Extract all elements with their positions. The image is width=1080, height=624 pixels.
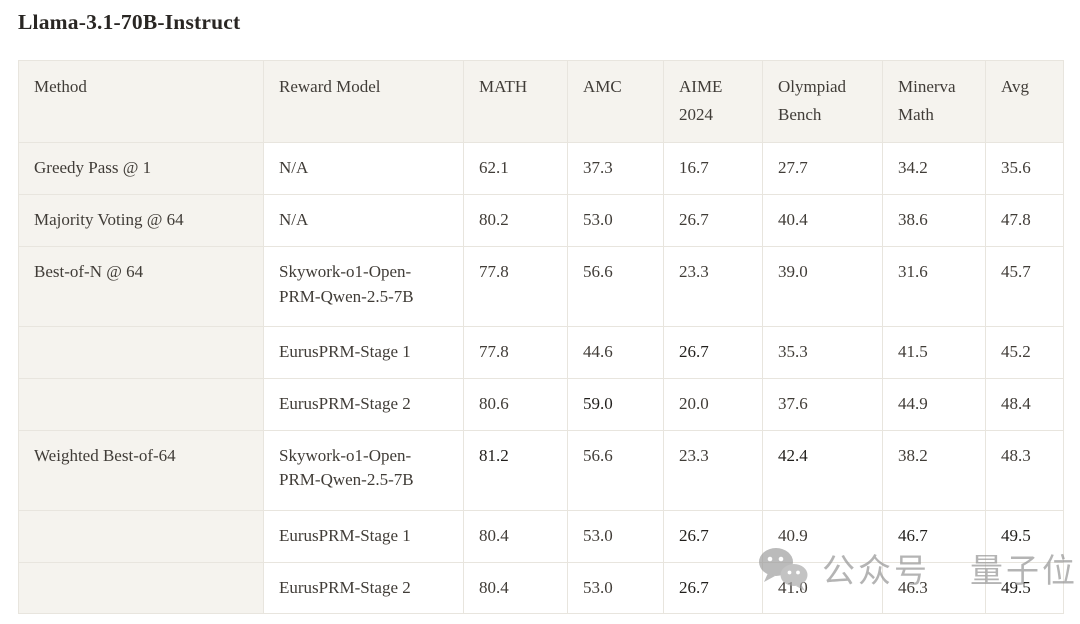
value-cell: 27.7	[762, 142, 883, 196]
value-cell: 53.0	[567, 509, 664, 563]
table-row: EurusPRM-Stage 2 80.4 53.0 26.7 41.0 46.3 49.5	[18, 561, 1064, 615]
value-cell: 41.0	[762, 561, 883, 615]
value-cell: 80.4	[463, 509, 568, 563]
column-header: Reward Model	[263, 59, 464, 144]
value-cell: 38.6	[882, 194, 986, 248]
value-cell: 40.4	[762, 194, 883, 248]
value-cell: 44.6	[567, 326, 664, 380]
header-row: Method Reward Model MATH AMC AIME 2024 Olympi…	[18, 59, 1064, 144]
value-cell: 80.6	[463, 378, 568, 431]
column-header: AIME 2024	[663, 59, 763, 144]
method-cell	[18, 509, 264, 563]
value-cell: 77.8	[463, 246, 568, 328]
value-cell: 48.3	[985, 429, 1064, 511]
method-cell	[18, 326, 264, 380]
value-cell: 37.3	[567, 142, 664, 196]
method-cell: Weighted Best-of-64	[18, 429, 264, 511]
table-row: EurusPRM-Stage 1 80.4 53.0 26.7 40.9 46.7 49.5	[18, 509, 1064, 563]
column-header: MATH	[463, 59, 568, 144]
reward-model-cell: EurusPRM-Stage 2	[263, 378, 464, 431]
reward-model-cell: N/A	[263, 194, 464, 248]
value-cell: 77.8	[463, 326, 568, 380]
method-cell	[18, 378, 264, 431]
column-header: Avg	[985, 59, 1064, 144]
value-cell: 23.3	[663, 429, 763, 511]
value-cell: 80.4	[463, 561, 568, 615]
value-cell: 39.0	[762, 246, 883, 328]
value-cell: 49.5	[985, 561, 1064, 615]
method-cell: Greedy Pass @ 1	[18, 142, 264, 196]
value-cell: 81.2	[463, 429, 568, 511]
value-cell: 20.0	[663, 378, 763, 431]
column-header: AMC	[567, 59, 664, 144]
method-cell: Majority Voting @ 64	[18, 194, 264, 248]
value-cell: 26.7	[663, 194, 763, 248]
page-title: Llama-3.1-70B-Instruct	[18, 10, 241, 34]
table-row: Best-of-N @ 64 Skywork-o1-Open-PRM-Qwen-2…	[18, 246, 1064, 328]
results-table: Method Reward Model MATH AMC AIME 2024 Olympi…	[18, 59, 1064, 615]
reward-model-cell: N/A	[263, 142, 464, 196]
value-cell: 49.5	[985, 509, 1064, 563]
reward-model-cell: Skywork-o1-Open-PRM-Qwen-2.5-7B	[263, 429, 464, 511]
value-cell: 42.4	[762, 429, 883, 511]
table-row: EurusPRM-Stage 2 80.6 59.0 20.0 37.6 44.9 48.4	[18, 378, 1064, 431]
value-cell: 46.3	[882, 561, 986, 615]
value-cell: 41.5	[882, 326, 986, 380]
value-cell: 23.3	[663, 246, 763, 328]
value-cell: 80.2	[463, 194, 568, 248]
value-cell: 26.7	[663, 326, 763, 380]
table-body: Greedy Pass @ 1 N/A 62.1 37.3 16.7 27.7 34.2 35…	[18, 142, 1064, 615]
value-cell: 26.7	[663, 509, 763, 563]
table-row: Weighted Best-of-64 Skywork-o1-Open-PRM-Q…	[18, 429, 1064, 511]
column-header: Minerva Math	[882, 59, 986, 144]
value-cell: 16.7	[663, 142, 763, 196]
reward-model-cell: EurusPRM-Stage 1	[263, 509, 464, 563]
reward-model-cell: Skywork-o1-Open-PRM-Qwen-2.5-7B	[263, 246, 464, 328]
table-row: EurusPRM-Stage 1 77.8 44.6 26.7 35.3 41.5 45.2	[18, 326, 1064, 380]
value-cell: 37.6	[762, 378, 883, 431]
value-cell: 38.2	[882, 429, 986, 511]
value-cell: 34.2	[882, 142, 986, 196]
value-cell: 56.6	[567, 246, 664, 328]
value-cell: 53.0	[567, 561, 664, 615]
value-cell: 45.2	[985, 326, 1064, 380]
value-cell: 45.7	[985, 246, 1064, 328]
value-cell: 53.0	[567, 194, 664, 248]
value-cell: 62.1	[463, 142, 568, 196]
value-cell: 59.0	[567, 378, 664, 431]
value-cell: 35.6	[985, 142, 1064, 196]
method-cell: Best-of-N @ 64	[18, 246, 264, 328]
table-row: Majority Voting @ 64 N/A 80.2 53.0 26.7 40.4 3…	[18, 194, 1064, 248]
reward-model-cell: EurusPRM-Stage 2	[263, 561, 464, 615]
reward-model-cell: EurusPRM-Stage 1	[263, 326, 464, 380]
value-cell: 40.9	[762, 509, 883, 563]
column-header: Olympiad Bench	[762, 59, 883, 144]
value-cell: 44.9	[882, 378, 986, 431]
value-cell: 31.6	[882, 246, 986, 328]
value-cell: 47.8	[985, 194, 1064, 248]
value-cell: 56.6	[567, 429, 664, 511]
value-cell: 46.7	[882, 509, 986, 563]
table-row: Greedy Pass @ 1 N/A 62.1 37.3 16.7 27.7 34.2 35…	[18, 142, 1064, 196]
value-cell: 48.4	[985, 378, 1064, 431]
method-cell	[18, 561, 264, 615]
value-cell: 26.7	[663, 561, 763, 615]
column-header: Method	[18, 59, 264, 144]
value-cell: 35.3	[762, 326, 883, 380]
